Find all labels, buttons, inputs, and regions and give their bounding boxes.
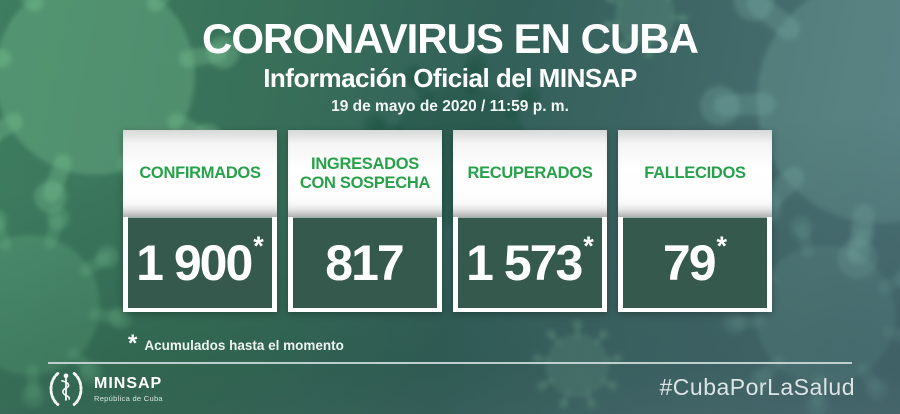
- stat-label: INGRESADOS CON SOSPECHA: [288, 130, 442, 217]
- stat-card-fallecidos: FALLECIDOS 79 *: [618, 130, 772, 312]
- logo-name: MINSAP: [94, 374, 163, 392]
- stat-label: FALLECIDOS: [618, 130, 772, 217]
- header: CORONAVIRUS EN CUBA Información Oficial …: [0, 18, 900, 116]
- asterisk-marker: *: [253, 230, 264, 261]
- coronavirus-icon: [512, 300, 643, 414]
- subtitle: Información Oficial del MINSAP: [263, 63, 637, 93]
- stat-card-confirmados: CONFIRMADOS 1 900 *: [123, 130, 277, 312]
- stat-value: 1 573: [466, 235, 583, 291]
- hashtag: #CubaPorLaSalud: [659, 374, 855, 400]
- asterisk-marker: *: [583, 230, 594, 261]
- stat-value-box: 1 573 *: [458, 217, 602, 308]
- logo-subtitle: República de Cuba: [94, 393, 163, 403]
- stat-card-ingresados-con-sospecha: INGRESADOS CON SOSPECHA 817: [288, 130, 442, 312]
- minsap-logo: MINSAP República de Cuba: [46, 369, 163, 409]
- footnote-text: Acumulados hasta el momento: [144, 338, 344, 353]
- report-date: 19 de mayo de 2020 / 11:59 p. m.: [331, 98, 569, 115]
- stat-value: 1 900: [136, 235, 253, 291]
- stat-value: 817: [325, 235, 404, 291]
- laurel-staff-icon: [49, 372, 83, 406]
- divider-line: [48, 362, 852, 364]
- asterisk-marker: *: [128, 330, 138, 357]
- stats-row: CONFIRMADOS 1 900 * INGRESADOS CON SOSPE…: [123, 130, 772, 312]
- footnote: * Acumulados hasta el momento: [128, 332, 344, 356]
- stat-value-box: 79 *: [623, 217, 767, 308]
- stat-label: CONFIRMADOS: [123, 130, 277, 217]
- logo-text: MINSAP República de Cuba: [94, 374, 163, 403]
- stat-card-recuperados: RECUPERADOS 1 573 *: [453, 130, 607, 312]
- stat-value-box: 817: [293, 217, 437, 308]
- page-title: CORONAVIRUS EN CUBA: [202, 15, 699, 62]
- stat-label: RECUPERADOS: [453, 130, 607, 217]
- asterisk-marker: *: [716, 230, 728, 261]
- stat-value-box: 1 900 *: [128, 217, 272, 308]
- stat-value: 79: [662, 235, 717, 291]
